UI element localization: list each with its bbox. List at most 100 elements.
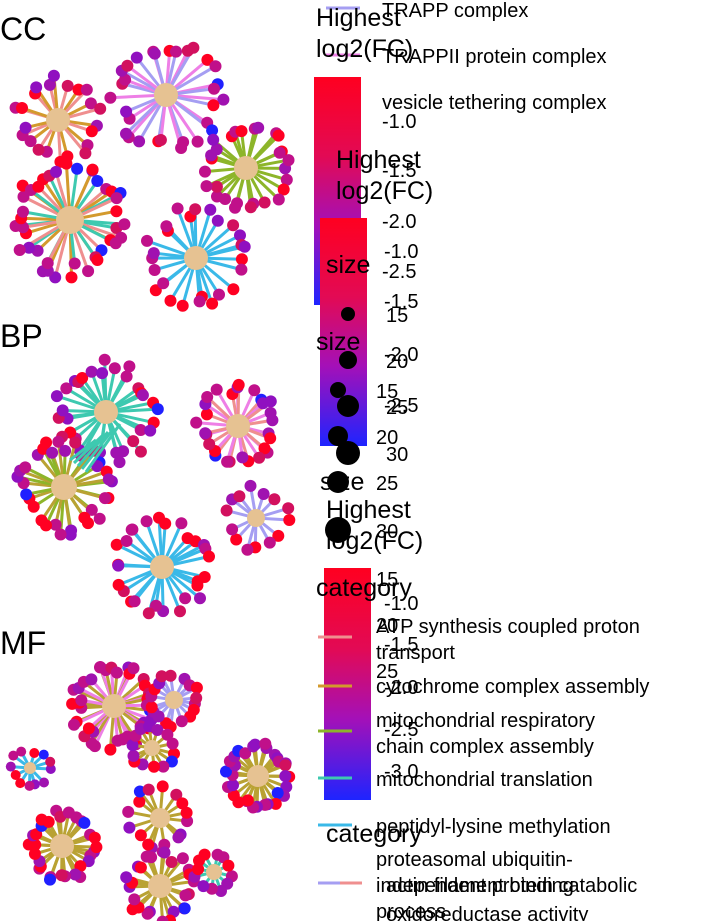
cc-category-legend: TRAPP complex TRAPPII protein complex ve… xyxy=(326,0,607,114)
gene-node xyxy=(199,427,212,440)
legend-item-methylation: peptidyl-lysine methylation xyxy=(376,816,611,838)
gene-node xyxy=(127,435,140,448)
category-node xyxy=(150,808,170,828)
gene-node xyxy=(55,869,68,882)
gene-node xyxy=(198,848,211,861)
gene-node xyxy=(155,670,168,683)
legend-item-atp-2: transport xyxy=(376,642,455,664)
gene-node xyxy=(40,436,53,449)
panel-label-bp: BP xyxy=(0,318,43,354)
gene-node xyxy=(222,859,235,872)
gene-node xyxy=(176,852,189,865)
gene-node xyxy=(144,424,157,437)
gene-node xyxy=(84,97,97,110)
gene-node xyxy=(227,219,240,232)
gene-node xyxy=(123,821,136,834)
gene-node xyxy=(68,718,80,731)
gene-node xyxy=(283,514,296,526)
overlap-size-tick-2: 20 xyxy=(376,427,398,449)
gene-node xyxy=(99,492,111,505)
cc-color-legend-title-1: Highest xyxy=(316,4,401,32)
bp-color-legend-title-2: log2(FC) xyxy=(336,177,433,205)
gene-node xyxy=(128,595,141,608)
gene-node xyxy=(211,190,223,203)
gene-node xyxy=(211,214,224,227)
gene-node xyxy=(263,536,276,549)
gene-node xyxy=(244,479,257,492)
gene-node xyxy=(75,694,88,707)
gene-node xyxy=(5,761,16,772)
cc-tick-3: -2.0 xyxy=(382,211,416,233)
gene-node xyxy=(190,681,203,694)
gene-node xyxy=(235,263,248,276)
gene-node xyxy=(108,362,121,375)
gene-node xyxy=(24,780,35,791)
gene-node xyxy=(42,815,55,828)
gene-node xyxy=(151,403,164,416)
gene-node xyxy=(171,202,184,215)
gene-node xyxy=(126,903,139,916)
gene-node xyxy=(210,180,223,193)
gene-node xyxy=(93,512,106,525)
gene-node xyxy=(174,605,186,618)
gene-node xyxy=(8,750,19,761)
bp-size-tick-2: 20 xyxy=(386,351,408,373)
mf-tick-3: -2.0 xyxy=(384,677,418,699)
bp-tick-4: -2.5 xyxy=(384,395,418,417)
gene-node xyxy=(272,129,285,142)
gene-node xyxy=(178,902,191,915)
gene-node xyxy=(264,395,277,408)
network-edge xyxy=(80,427,116,470)
gene-node xyxy=(120,105,133,118)
gene-node xyxy=(69,436,82,449)
gene-node xyxy=(156,780,169,793)
gene-node xyxy=(154,134,167,146)
gene-node xyxy=(253,451,266,464)
size-dot xyxy=(325,517,351,543)
mf-tick-1: -1.0 xyxy=(384,593,418,615)
gene-node xyxy=(85,673,98,686)
panel-label-cc: CC xyxy=(0,11,46,47)
gene-node xyxy=(235,253,248,266)
size-dot xyxy=(330,382,346,398)
gene-node xyxy=(28,847,41,860)
gene-node xyxy=(220,765,232,778)
gene-node xyxy=(123,360,136,373)
gene-node xyxy=(259,737,272,750)
gene-node xyxy=(66,697,79,710)
network-edge xyxy=(69,438,97,462)
category-node xyxy=(24,762,36,774)
gene-node xyxy=(203,438,216,451)
gene-node xyxy=(208,82,220,95)
category-node xyxy=(102,694,126,718)
gene-node xyxy=(252,121,265,134)
gene-node xyxy=(210,143,223,156)
gene-node xyxy=(157,277,170,290)
gene-node xyxy=(197,880,210,893)
gene-node xyxy=(142,783,155,796)
bp-size-legend: size 15 20 25 30 15 20 25 xyxy=(316,305,408,543)
gene-node xyxy=(121,59,134,72)
gene-node xyxy=(61,79,74,92)
gene-node xyxy=(19,461,32,474)
gene-node xyxy=(142,838,155,851)
gene-node xyxy=(233,490,246,503)
gene-node xyxy=(151,724,164,736)
bp-tick-3: -2.0 xyxy=(384,344,418,366)
gene-node xyxy=(227,283,240,296)
gene-node xyxy=(82,265,95,278)
gene-node xyxy=(190,692,203,704)
gene-node xyxy=(273,146,286,159)
gene-node xyxy=(156,915,169,921)
gene-node xyxy=(206,297,219,310)
gene-node xyxy=(150,599,162,612)
size-dot xyxy=(327,471,349,493)
gene-node xyxy=(258,442,271,455)
cc-size-legend-title: size xyxy=(326,251,370,279)
gene-node xyxy=(190,416,203,429)
gene-node xyxy=(161,728,174,741)
gene-node xyxy=(200,180,213,193)
gene-node xyxy=(199,165,211,178)
gene-node xyxy=(80,83,93,96)
legend-item-proteasomal-2: independent protein catabolic xyxy=(376,875,637,897)
